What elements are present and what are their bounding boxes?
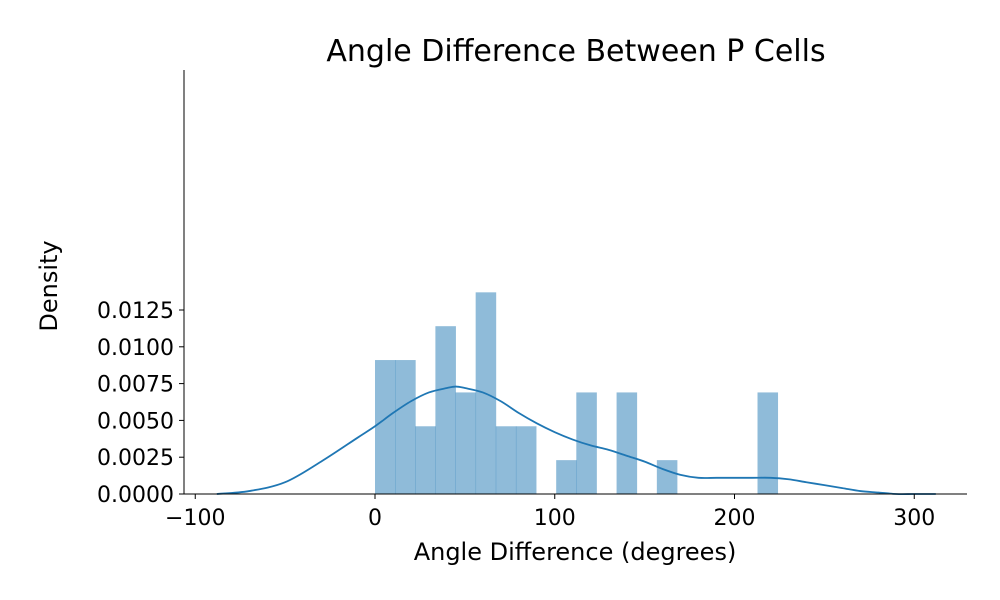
x-tick-label: 100 (534, 506, 576, 531)
x-tick-label: 200 (714, 506, 756, 531)
histogram-bar (515, 426, 537, 494)
histogram-bars (375, 292, 779, 494)
y-axis-ticks: 0.0000 0.0025 0.0050 0.0075 0.0100 0.0125 (97, 299, 184, 508)
histogram-bar (455, 392, 477, 494)
y-tick-label: 0.0000 (97, 483, 174, 508)
histogram-bar (576, 392, 597, 494)
histogram-bar (757, 392, 779, 494)
x-tick-label: 300 (893, 506, 935, 531)
y-axis-title: Density (35, 240, 63, 331)
histogram-bar (375, 360, 396, 494)
x-axis-ticks: −100 0 100 200 300 (165, 494, 935, 531)
histogram-bar (415, 426, 436, 494)
histogram-bar (656, 460, 678, 494)
histogram-bar (556, 460, 577, 494)
x-tick-label: 0 (368, 506, 382, 531)
x-tick-label: −100 (165, 506, 225, 531)
histogram-bar (435, 326, 456, 494)
y-tick-label: 0.0050 (97, 409, 174, 434)
histogram-bar (616, 392, 638, 494)
histogram-bar (495, 426, 517, 494)
x-axis-title: Angle Difference (degrees) (414, 538, 737, 566)
chart-title: Angle Difference Between P Cells (326, 34, 825, 69)
histogram-bar (395, 360, 416, 494)
y-tick-label: 0.0025 (97, 446, 174, 471)
kde-curve (216, 385, 936, 496)
y-tick-label: 0.0100 (97, 336, 174, 361)
y-tick-label: 0.0125 (97, 299, 174, 324)
y-tick-label: 0.0075 (97, 373, 174, 398)
